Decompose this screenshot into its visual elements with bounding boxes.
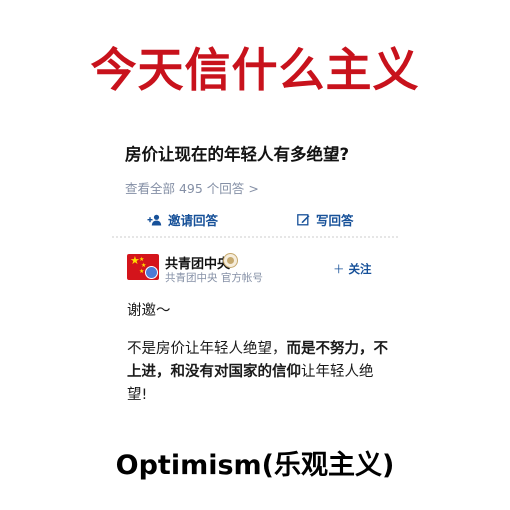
author-avatar[interactable]: ★ ★ ★ ★ — [127, 254, 159, 280]
author-name[interactable]: 共青团中央 — [165, 257, 231, 272]
answer-body-part-1: 不是房价让年轻人绝望， — [127, 341, 287, 357]
verified-badge-icon — [145, 266, 158, 279]
author-subtitle: 共青团中央 官方帐号 — [165, 272, 263, 284]
flag-small-star-icon: ★ — [139, 268, 145, 275]
invite-user-icon — [147, 214, 162, 226]
org-badge-icon — [223, 253, 238, 268]
plus-icon: ＋ — [333, 262, 345, 276]
answer-body-part-3: 让年轻人绝望! — [127, 364, 374, 403]
write-answer-button[interactable]: 写回答 — [297, 210, 354, 229]
view-all-answers-label: 查看全部 495 个回答 — [125, 181, 245, 196]
meme-title: 今天信什么主义 — [90, 43, 420, 97]
invite-answer-label: 邀请回答 — [168, 213, 219, 228]
answer-body-part-2: 而是不努力，不上进，和没有对国家的信仰 — [127, 341, 388, 380]
answer-body: 不是房价让年轻人绝望，而是不努力，不上进，和没有对国家的信仰让年轻人绝望! — [127, 338, 392, 407]
follow-button[interactable]: ＋关注 — [333, 261, 372, 277]
section-divider — [112, 236, 398, 238]
question-title[interactable]: 房价让现在的年轻人有多绝望? — [125, 145, 350, 164]
view-all-answers-link[interactable]: 查看全部 495 个回答 > — [125, 178, 259, 197]
meme-caption: Optimism(乐观主义) — [115, 450, 395, 481]
pencil-icon — [297, 213, 310, 226]
chevron-right-icon: > — [248, 181, 259, 196]
write-answer-label: 写回答 — [316, 213, 354, 228]
flag-small-star-icon: ★ — [141, 262, 147, 269]
flag-small-star-icon: ★ — [139, 256, 145, 263]
invite-answer-button[interactable]: 邀请回答 — [147, 210, 218, 229]
follow-label: 关注 — [348, 262, 372, 276]
flag-star-icon: ★ — [130, 254, 140, 267]
answer-greeting: 谢邀～ — [127, 303, 171, 319]
